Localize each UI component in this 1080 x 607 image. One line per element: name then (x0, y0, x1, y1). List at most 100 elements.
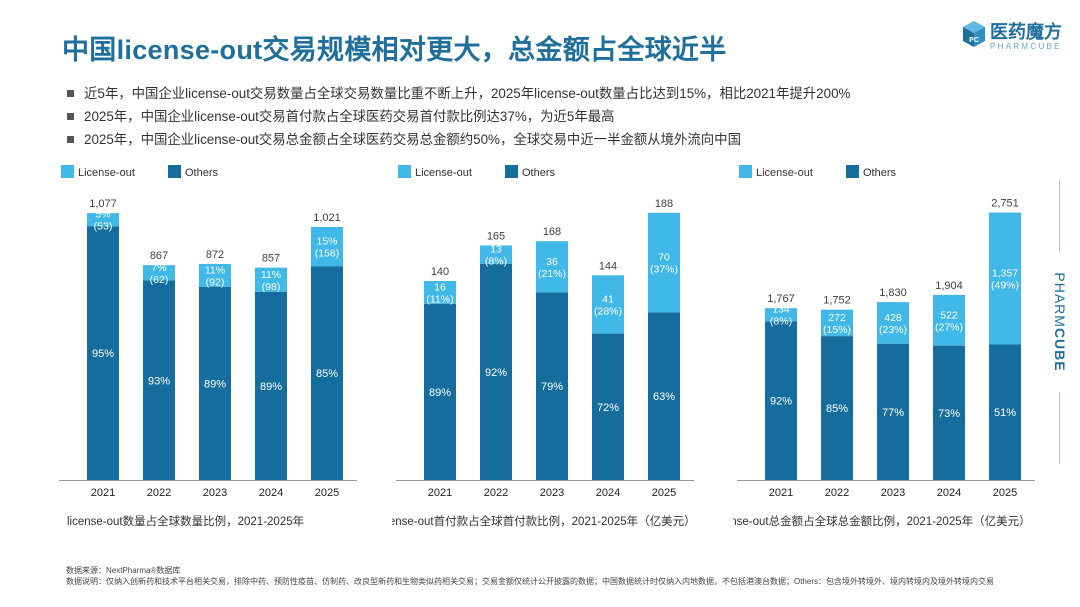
license-out-label: 36 (546, 256, 558, 268)
x-tick-label: 2025 (993, 487, 1017, 499)
bar-others (536, 292, 568, 480)
license-out-label: 522 (940, 309, 958, 321)
others-label: 95% (92, 348, 114, 360)
total-label: 1,021 (313, 212, 341, 224)
x-tick-label: 2021 (428, 487, 452, 499)
license-out-label: 134 (772, 304, 790, 316)
license-out-label: (37%) (650, 264, 678, 276)
bar-others (648, 312, 680, 480)
bullet-item: 2025年，中国企业license-out交易总金额占全球医药交易总金额约50%… (66, 128, 850, 151)
bar-others (424, 303, 456, 480)
bar-license-out (821, 309, 853, 337)
legend-label-license-out: License-out (756, 167, 813, 179)
x-tick-label: 2022 (484, 487, 508, 499)
total-label: 857 (262, 253, 280, 265)
legend-swatch-others (505, 165, 518, 178)
bar-license-out (480, 245, 512, 264)
x-tick-label: 2023 (881, 487, 905, 499)
x-tick-label: 2024 (596, 487, 620, 499)
total-label: 144 (599, 260, 617, 272)
total-label: 1,904 (935, 280, 963, 292)
chart-upfront-payment: License-out Others 140 16 (11%) 89% 2021 165 13(… (392, 160, 712, 532)
chart-total-value: License-out Others 1,767 134 (8%) 92% 2021 1,75… (733, 160, 1053, 532)
license-out-label: 1,357 (992, 268, 1018, 280)
others-label: 79% (541, 381, 563, 393)
svg-text:PC: PC (969, 37, 979, 44)
others-label: 92% (485, 367, 507, 379)
total-label: 1,830 (879, 287, 907, 299)
bar-others (311, 266, 343, 480)
summary-bullets: 近5年，中国企业license-out交易数量占全球交易数量比重不断上升，202… (66, 82, 850, 151)
bar-license-out (536, 241, 568, 293)
x-tick-label: 2023 (540, 487, 564, 499)
license-out-label: (8%) (485, 256, 507, 268)
legend-label-others: Others (522, 167, 556, 179)
license-out-label: 7% (151, 262, 166, 274)
total-label: 1,077 (89, 198, 117, 210)
others-label: 93% (148, 375, 170, 387)
x-tick-label: 2025 (652, 487, 676, 499)
bar-license-out (143, 265, 175, 281)
legend-label-others: Others (185, 167, 219, 179)
bar-others (877, 343, 909, 480)
footnote-source: 数据来源：NextPharma®数据库 (66, 566, 181, 575)
page-title: 中国license-out交易规模相对更大，总金额占全球近半 (62, 35, 727, 65)
total-label: 165 (487, 230, 505, 242)
others-label: 85% (316, 368, 338, 380)
legend-label-license-out: License-out (415, 167, 472, 179)
chart-caption: license-out数量占全球数量比例，2021-2025年 (67, 514, 304, 528)
bar-others (592, 333, 624, 480)
bar-license-out (765, 308, 797, 322)
side-divider (1059, 392, 1060, 464)
brand-name-cn: 医药魔方 (990, 22, 1062, 42)
license-out-label: 428 (884, 312, 902, 324)
others-label: 89% (204, 378, 226, 390)
bar-license-out (933, 294, 965, 346)
total-label: 867 (150, 250, 168, 262)
legend-label-license-out: License-out (78, 167, 135, 179)
license-out-label: 272 (828, 312, 846, 324)
total-label: 2,751 (991, 198, 1019, 210)
bar-license-out (592, 275, 624, 334)
license-out-label: 11% (205, 264, 225, 276)
license-out-label: (158) (315, 248, 340, 260)
bar-others (765, 321, 797, 480)
bar-others (933, 345, 965, 480)
total-label: 1,752 (823, 295, 851, 307)
total-label: 1,767 (767, 293, 795, 305)
others-label: 72% (597, 402, 619, 414)
total-label: 188 (655, 198, 673, 210)
total-label: 168 (543, 226, 561, 238)
bar-license-out (877, 302, 909, 344)
bar-others (480, 263, 512, 480)
license-out-label: (15%) (823, 324, 851, 336)
legend-swatch-license-out (61, 165, 74, 178)
side-brand-text: PHARM (1052, 272, 1068, 328)
x-tick-label: 2022 (147, 487, 171, 499)
license-out-label: (53) (94, 221, 113, 233)
bar-license-out (199, 263, 231, 287)
license-out-label: 70 (658, 252, 670, 264)
total-label: 140 (431, 266, 449, 278)
bar-license-out (648, 212, 680, 313)
chart-caption: license-out总金额占全球总金额比例，2021-2025年（亿美元） (733, 514, 1031, 528)
others-label: 51% (994, 407, 1016, 419)
license-out-label: (27%) (935, 321, 963, 333)
others-label: 92% (770, 396, 792, 408)
bar-license-out (424, 281, 456, 304)
total-label: 872 (206, 249, 224, 261)
cube-logo-icon: PC (963, 21, 985, 47)
x-tick-label: 2023 (203, 487, 227, 499)
chart-svg: License-out Others14016(11%)89%202116513(… (392, 165, 696, 528)
license-out-label: (23%) (879, 324, 907, 336)
legend-swatch-license-out (739, 165, 752, 178)
legend-label-others: Others (863, 167, 897, 179)
license-out-label: (49%) (991, 280, 1019, 292)
footnote: 数据来源：NextPharma®数据库 数据说明：仅纳入创新药和技术平台相关交易… (66, 566, 1006, 587)
x-tick-label: 2024 (259, 487, 283, 499)
footnote-notes: 数据说明：仅纳入创新药和技术平台相关交易，排除中药、预防性疫苗、仿制药、改良型新… (66, 576, 994, 586)
license-out-label: 5% (95, 209, 110, 221)
bar-others (199, 286, 231, 480)
x-tick-label: 2022 (825, 487, 849, 499)
